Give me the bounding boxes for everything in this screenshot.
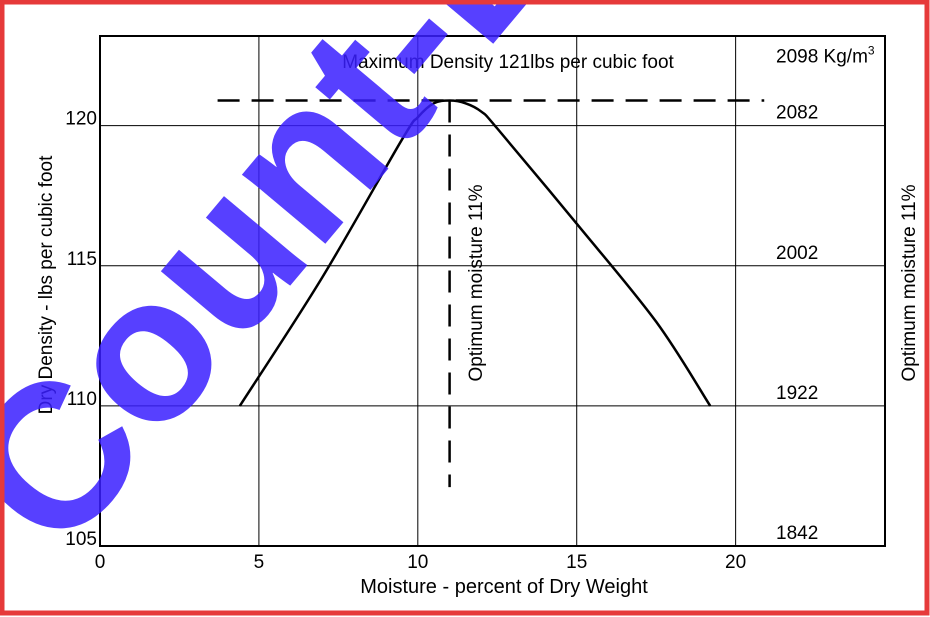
grid	[100, 36, 885, 546]
x-tick-label: 5	[254, 552, 265, 573]
secondary-y-label: 1842	[776, 523, 818, 544]
compaction-curve	[238, 99, 712, 407]
secondary-y-label: 2082	[776, 103, 818, 124]
secondary-y-label: 2098 Kg/m3	[776, 44, 875, 68]
x-tick-label: 0	[95, 552, 106, 573]
x-axis-label: Moisture - percent of Dry Weight	[360, 576, 648, 598]
secondary-y-label: 1922	[776, 383, 818, 404]
chart-title: Maximum Density 121lbs per cubic foot	[342, 52, 674, 73]
x-tick-label: 15	[566, 552, 587, 573]
annotations	[217, 99, 765, 488]
y-tick-label: 105	[65, 529, 97, 550]
y-tick-label: 115	[67, 249, 97, 270]
plot-frame	[99, 35, 886, 547]
x-tick-label: 20	[725, 552, 746, 573]
optimum-moisture-label: Optimum moisture 11%	[466, 184, 487, 381]
tick-labels: 0 5 10 15 20 105 110 115 120	[65, 109, 746, 573]
watermark-text: Count-Eq	[0, 0, 686, 588]
y-axis-label: Dry Density - lbs per cubic foot	[36, 155, 57, 414]
y-tick-label: 120	[65, 109, 97, 130]
secondary-axis-labels: 2098 Kg/m3 2082 2002 1922 1842	[776, 44, 875, 544]
x-tick-label: 10	[407, 552, 428, 573]
watermark: Count-Eq	[0, 0, 686, 588]
series	[238, 99, 712, 407]
y-tick-label: 110	[67, 389, 97, 410]
secondary-y-label: 2002	[776, 243, 818, 264]
optimum-moisture-side-label: Optimum moisture 11%	[899, 184, 920, 381]
